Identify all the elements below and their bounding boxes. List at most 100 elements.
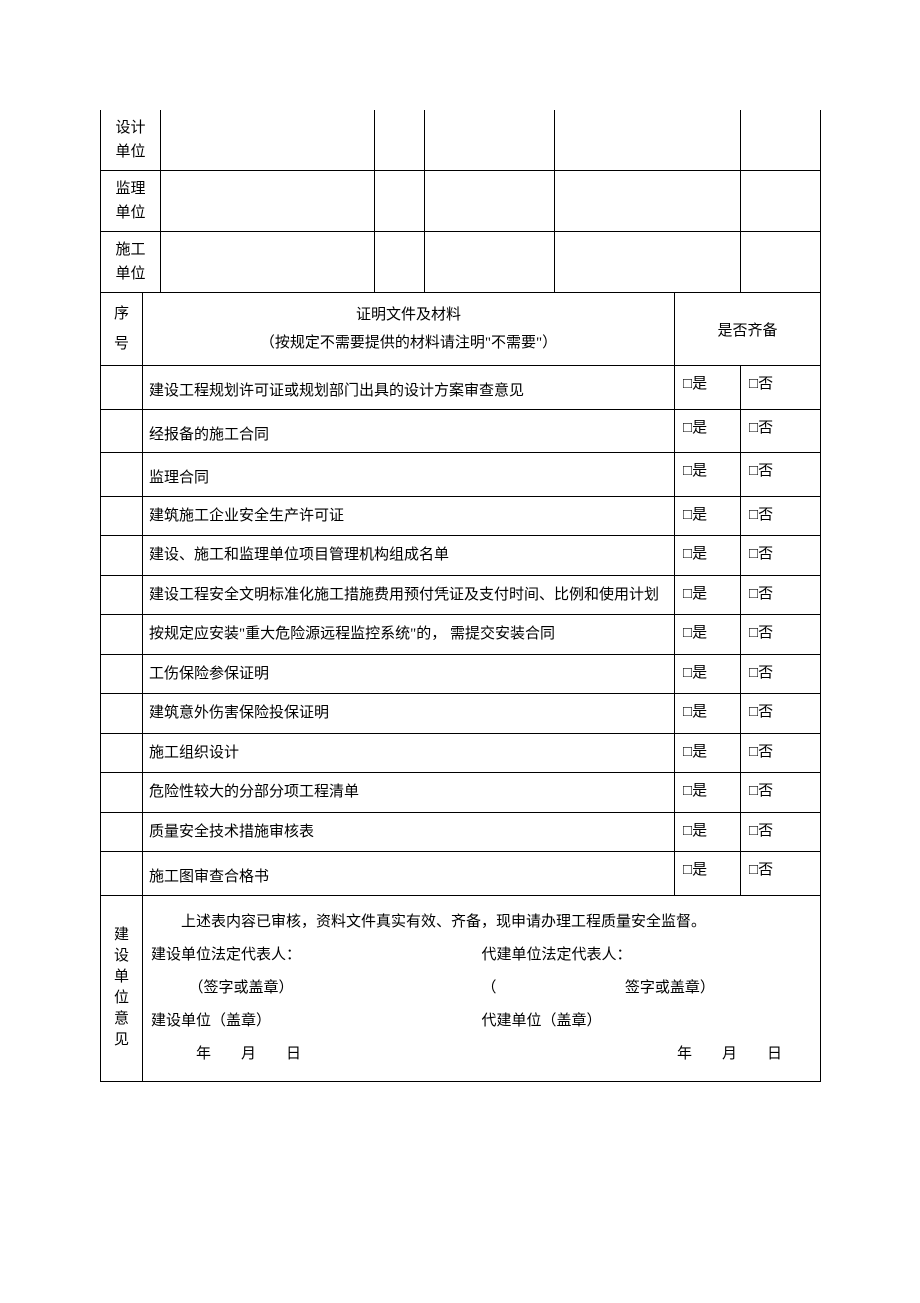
checkbox-icon[interactable]: □	[749, 375, 758, 392]
checkbox-icon[interactable]: □	[683, 703, 692, 720]
checkbox-icon[interactable]: □	[683, 585, 692, 602]
checkbox-icon[interactable]: □	[683, 664, 692, 681]
blank-cell	[555, 171, 741, 232]
blank-cell	[161, 110, 375, 171]
rep-left: 建设单位法定代表人：	[151, 939, 482, 972]
yes-cell[interactable]: □是	[675, 812, 741, 852]
blank-cell	[161, 232, 375, 293]
doc-text: 建设工程规划许可证或规划部门出具的设计方案审查意见	[143, 366, 675, 410]
seq-cell	[101, 654, 143, 694]
form-table: 设计单位监理单位施工单位序号证明文件及材料（按规定不需要提供的材料请注明"不需要…	[100, 110, 821, 1082]
yes-cell[interactable]: □是	[675, 496, 741, 536]
checkbox-icon[interactable]: □	[749, 703, 758, 720]
blank-cell	[741, 110, 821, 171]
seq-cell	[101, 366, 143, 410]
checkbox-icon[interactable]: □	[749, 861, 758, 878]
header-seq: 序号	[101, 293, 143, 366]
rep-right: 代建单位法定代表人：	[482, 939, 813, 972]
yes-cell[interactable]: □是	[675, 773, 741, 813]
yes-cell[interactable]: □是	[675, 852, 741, 896]
unit-label: 施工单位	[101, 232, 161, 293]
no-cell[interactable]: □否	[741, 496, 821, 536]
checkbox-icon[interactable]: □	[683, 545, 692, 562]
checkbox-icon[interactable]: □	[749, 664, 758, 681]
no-cell[interactable]: □否	[741, 366, 821, 410]
blank-cell	[375, 110, 425, 171]
blank-cell	[425, 171, 555, 232]
yes-cell[interactable]: □是	[675, 453, 741, 497]
yes-cell[interactable]: □是	[675, 733, 741, 773]
checkbox-icon[interactable]: □	[683, 743, 692, 760]
unit-label: 监理单位	[101, 171, 161, 232]
blank-cell	[375, 171, 425, 232]
doc-text: 质量安全技术措施审核表	[143, 812, 675, 852]
opinion-body: 上述表内容已审核，资料文件真实有效、齐备，现申请办理工程质量安全监督。建设单位法…	[143, 895, 821, 1081]
date-left: 年 月 日	[151, 1038, 489, 1071]
doc-text: 施工图审查合格书	[143, 852, 675, 896]
no-cell[interactable]: □否	[741, 812, 821, 852]
yes-cell[interactable]: □是	[675, 409, 741, 453]
no-cell[interactable]: □否	[741, 733, 821, 773]
seq-cell	[101, 852, 143, 896]
blank-cell	[741, 171, 821, 232]
seq-cell	[101, 733, 143, 773]
seq-cell	[101, 496, 143, 536]
doc-text: 施工组织设计	[143, 733, 675, 773]
seq-cell	[101, 694, 143, 734]
yes-cell[interactable]: □是	[675, 615, 741, 655]
yes-cell[interactable]: □是	[675, 694, 741, 734]
yes-cell[interactable]: □是	[675, 575, 741, 615]
seq-cell	[101, 409, 143, 453]
seq-cell	[101, 773, 143, 813]
checkbox-icon[interactable]: □	[683, 861, 692, 878]
checkbox-icon[interactable]: □	[749, 585, 758, 602]
checkbox-icon[interactable]: □	[749, 506, 758, 523]
blank-cell	[741, 232, 821, 293]
yes-cell[interactable]: □是	[675, 536, 741, 576]
yes-cell[interactable]: □是	[675, 366, 741, 410]
checkbox-icon[interactable]: □	[749, 545, 758, 562]
checkbox-icon[interactable]: □	[749, 624, 758, 641]
yes-cell[interactable]: □是	[675, 654, 741, 694]
blank-cell	[425, 110, 555, 171]
doc-text: 建设、施工和监理单位项目管理机构组成名单	[143, 536, 675, 576]
no-cell[interactable]: □否	[741, 409, 821, 453]
checkbox-icon[interactable]: □	[683, 419, 692, 436]
checkbox-icon[interactable]: □	[683, 782, 692, 799]
doc-text: 危险性较大的分部分项工程清单	[143, 773, 675, 813]
checkbox-icon[interactable]: □	[749, 743, 758, 760]
date-right: 年 月 日	[489, 1038, 812, 1071]
checkbox-icon[interactable]: □	[683, 506, 692, 523]
stamp-right: 代建单位（盖章）	[482, 1005, 813, 1038]
no-cell[interactable]: □否	[741, 615, 821, 655]
no-cell[interactable]: □否	[741, 575, 821, 615]
opinion-line1: 上述表内容已审核，资料文件真实有效、齐备，现申请办理工程质量安全监督。	[151, 906, 812, 939]
doc-text: 建设工程安全文明标准化施工措施费用预付凭证及支付时间、比例和使用计划	[143, 575, 675, 615]
doc-text: 建筑意外伤害保险投保证明	[143, 694, 675, 734]
doc-text: 建筑施工企业安全生产许可证	[143, 496, 675, 536]
checkbox-icon[interactable]: □	[749, 462, 758, 479]
checkbox-icon[interactable]: □	[683, 375, 692, 392]
header-avail: 是否齐备	[675, 293, 821, 366]
no-cell[interactable]: □否	[741, 694, 821, 734]
stamp-left: 建设单位（盖章）	[151, 1005, 482, 1038]
no-cell[interactable]: □否	[741, 773, 821, 813]
blank-cell	[555, 110, 741, 171]
no-cell[interactable]: □否	[741, 453, 821, 497]
seq-cell	[101, 453, 143, 497]
header-doc: 证明文件及材料（按规定不需要提供的材料请注明"不需要"）	[143, 293, 675, 366]
checkbox-icon[interactable]: □	[683, 462, 692, 479]
unit-label: 设计单位	[101, 110, 161, 171]
checkbox-icon[interactable]: □	[683, 822, 692, 839]
no-cell[interactable]: □否	[741, 654, 821, 694]
seq-cell	[101, 575, 143, 615]
no-cell[interactable]: □否	[741, 536, 821, 576]
checkbox-icon[interactable]: □	[749, 822, 758, 839]
checkbox-icon[interactable]: □	[749, 782, 758, 799]
doc-text: 监理合同	[143, 453, 675, 497]
checkbox-icon[interactable]: □	[683, 624, 692, 641]
no-cell[interactable]: □否	[741, 852, 821, 896]
doc-text: 按规定应安装"重大危险源远程监控系统"的， 需提交安装合同	[143, 615, 675, 655]
checkbox-icon[interactable]: □	[749, 419, 758, 436]
doc-text: 经报备的施工合同	[143, 409, 675, 453]
